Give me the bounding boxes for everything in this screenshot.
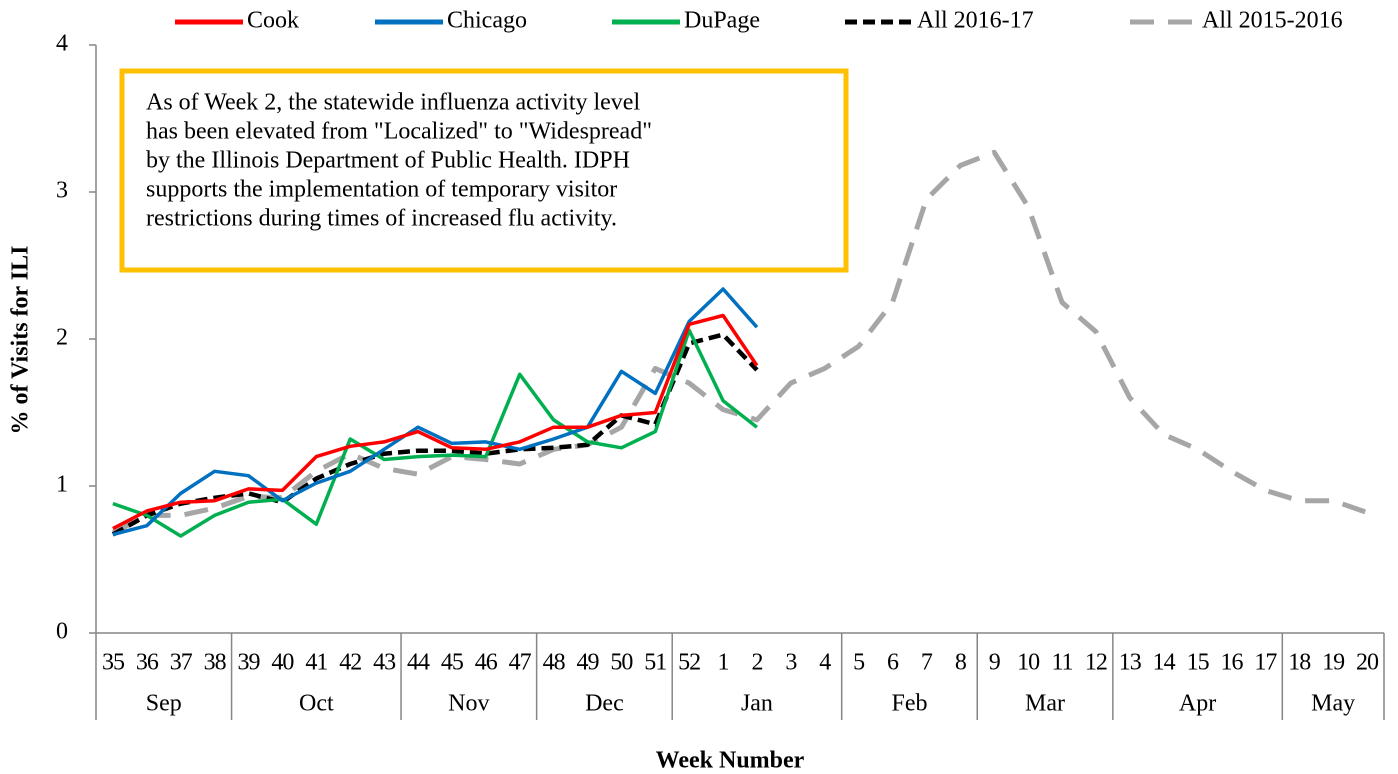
annotation-text: has been elevated from "Localized" to "W…: [146, 119, 652, 145]
legend-label: DuPage: [684, 8, 760, 34]
annotation-text: restrictions during times of increased f…: [146, 206, 617, 232]
x-tick-label: 42: [339, 650, 361, 676]
x-tick-label: 2: [751, 650, 762, 676]
legend-label: All 2016-17: [917, 8, 1034, 34]
x-tick-label: 35: [102, 650, 125, 676]
x-tick-label: 39: [238, 650, 261, 676]
x-tick-label: 1: [718, 650, 729, 676]
legend-label: All 2015-2016: [1202, 8, 1343, 34]
x-tick-label: 10: [1017, 650, 1040, 676]
month-label: Apr: [1179, 691, 1216, 717]
x-tick-label: 48: [543, 650, 566, 676]
annotation-box: [119, 68, 849, 273]
series-line: [112, 287, 759, 537]
x-tick-label: 8: [955, 650, 967, 676]
x-tick-label: 36: [136, 650, 159, 676]
x-tick-label: 18: [1288, 650, 1311, 676]
legend-label: Chicago: [447, 8, 527, 34]
annotation-text: supports the implementation of temporary…: [146, 177, 617, 203]
x-tick-label: 4: [819, 650, 831, 676]
x-tick-label: 46: [475, 650, 498, 676]
annotation-text: As of Week 2, the statewide influenza ac…: [146, 90, 640, 116]
x-tick-label: 45: [441, 650, 464, 676]
month-label: Mar: [1025, 691, 1065, 717]
x-axis-title: Week Number: [656, 748, 805, 774]
series-line: [112, 328, 758, 538]
month-label: Oct: [299, 691, 334, 717]
x-tick-label: 41: [305, 650, 327, 676]
y-tick-label: 0: [56, 619, 68, 645]
x-tick-label: 7: [921, 650, 933, 676]
x-tick-label: 5: [853, 650, 865, 676]
x-tick-label: 38: [204, 650, 227, 676]
x-tick-label: 15: [1187, 650, 1210, 676]
x-tick-label: 43: [373, 650, 396, 676]
month-label: Nov: [448, 691, 489, 717]
x-tick-label: 44: [407, 650, 430, 676]
month-label: Sep: [146, 691, 182, 717]
month-label: Feb: [891, 691, 927, 717]
x-tick-label: 6: [887, 650, 899, 676]
x-tick-label: 9: [989, 650, 1001, 676]
x-tick-label: 50: [610, 650, 633, 676]
x-tick-label: 49: [576, 650, 599, 676]
annotation-text: by the Illinois Department of Public Hea…: [146, 148, 630, 174]
x-tick-label: 11: [1051, 650, 1072, 676]
x-tick-label: 47: [509, 650, 532, 676]
y-tick-label: 3: [56, 178, 68, 204]
x-tick-label: 14: [1153, 650, 1176, 676]
y-tick-label: 1: [56, 472, 68, 498]
legend-label: Cook: [247, 8, 299, 34]
x-tick-label: 12: [1085, 650, 1107, 676]
x-tick-label: 52: [678, 650, 700, 676]
month-label: May: [1311, 691, 1355, 717]
y-tick-label: 4: [56, 31, 68, 57]
x-tick-label: 20: [1356, 650, 1379, 676]
month-label: Jan: [741, 691, 773, 717]
x-tick-label: 13: [1119, 650, 1142, 676]
x-tick-label: 40: [271, 650, 294, 676]
y-tick-label: 2: [56, 325, 68, 351]
x-tick-label: 17: [1254, 650, 1277, 676]
series-line: [112, 313, 759, 531]
x-tick-label: 51: [644, 650, 666, 676]
x-tick-label: 19: [1322, 650, 1345, 676]
x-tick-label: 37: [170, 650, 193, 676]
month-label: Dec: [585, 691, 624, 717]
x-tick-label: 16: [1220, 650, 1243, 676]
y-axis-title: % of Visits for ILI: [8, 246, 34, 435]
x-tick-label: 3: [785, 650, 797, 676]
